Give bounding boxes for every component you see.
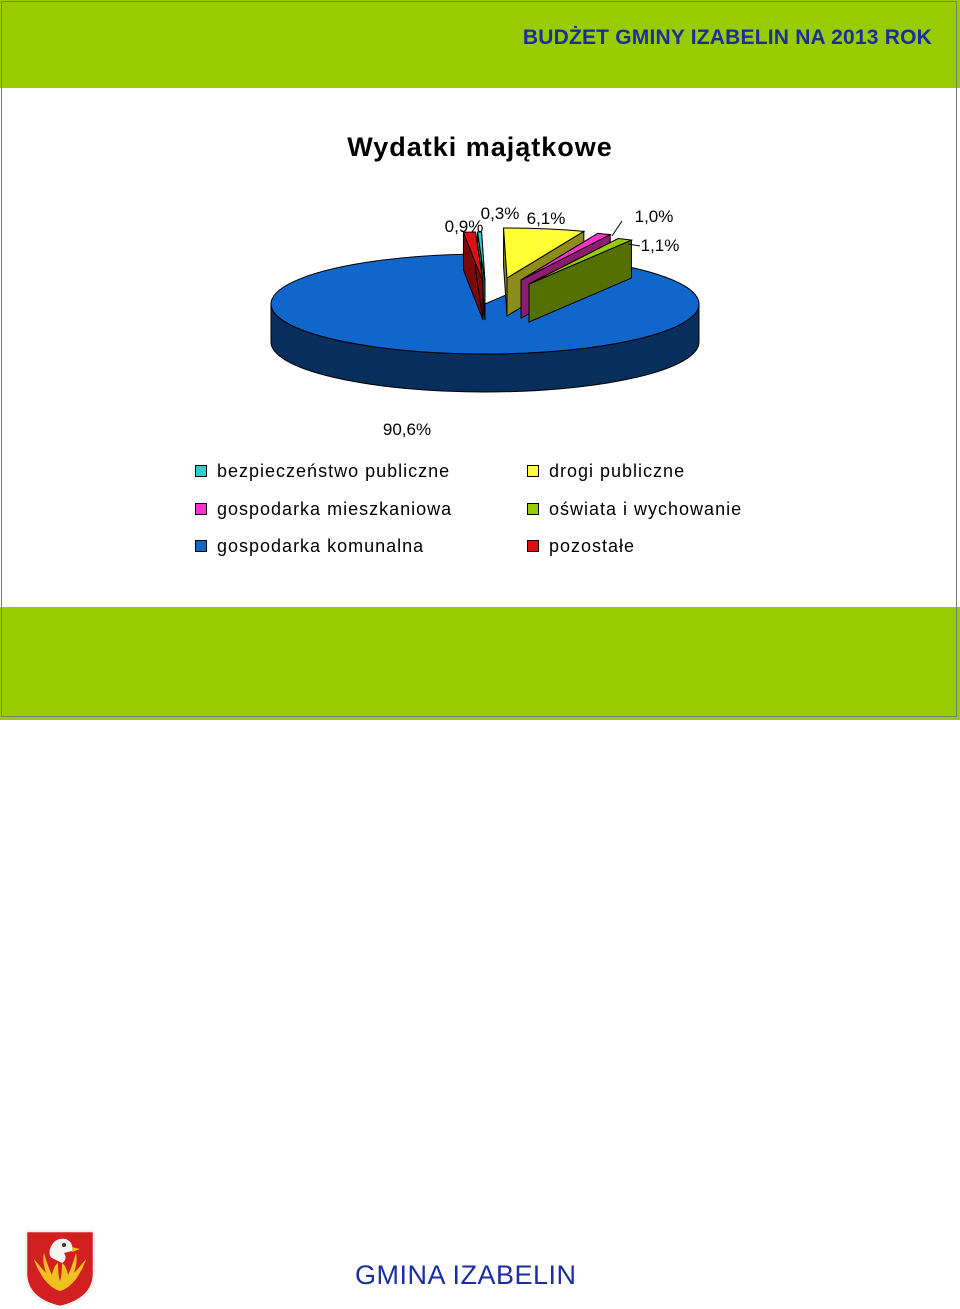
legend-item: bezpieczeństwo publiczne	[195, 460, 450, 482]
pie-chart: 0,3% 6,1% 1,0% 1,1% 90,6% 0,9%	[270, 204, 700, 439]
legend-label: gospodarka komunalna	[217, 535, 425, 556]
footer-band: GMINA IZABELIN	[0, 607, 960, 1309]
header-title: BUDŻET GMINY IZABELIN NA 2013 ROK	[522, 26, 932, 49]
legend-item: drogi publiczne	[527, 460, 685, 482]
legend-label: gospodarka mieszkaniowa	[217, 498, 453, 519]
pie-data-label: 0,3%	[481, 204, 520, 223]
pie-leader-line	[627, 243, 641, 247]
pie-data-label: 90,6%	[383, 420, 431, 439]
pie-slice	[462, 231, 484, 321]
legend-swatch	[527, 540, 539, 552]
legend-swatch	[195, 540, 207, 552]
pie-data-label: 1,1%	[641, 236, 680, 255]
chart-title: Wydatki majątkowe	[347, 132, 613, 162]
legend-label: bezpieczeństwo publiczne	[217, 460, 451, 481]
pie-data-label: 0,9%	[445, 217, 484, 236]
pie-slice-top	[520, 232, 612, 281]
pie-leader-line	[611, 220, 623, 237]
legend-swatch	[195, 465, 207, 477]
footer-title: GMINA IZABELIN	[355, 1260, 577, 1290]
pie-slice-top	[528, 238, 634, 285]
legend-item: oświata i wychowanie	[527, 498, 742, 520]
legend-swatch	[195, 503, 207, 515]
legend-label: oświata i wychowanie	[549, 498, 743, 519]
pie-data-label: 6,1%	[527, 209, 566, 228]
pie-slice	[528, 237, 634, 323]
pie-data-label: 1,0%	[635, 207, 674, 226]
legend-label: pozostałe	[549, 535, 636, 556]
legend-item: gospodarka komunalna	[195, 535, 424, 557]
pie-slice-top	[503, 227, 586, 279]
coat-of-arms-icon	[24, 1229, 96, 1309]
header-band: BUDŻET GMINY IZABELIN NA 2013 ROK	[0, 0, 960, 88]
legend-item: pozostałe	[527, 535, 635, 557]
pie-slice-top	[462, 231, 484, 283]
chart-area: 0,3% 6,1% 1,0% 1,1% 90,6% 0,9% Wydatki majątk…	[0, 88, 960, 607]
legend-label: drogi publiczne	[549, 460, 686, 481]
pie-slice-top	[476, 231, 486, 283]
legend-swatch	[527, 465, 539, 477]
legend-swatch	[527, 503, 539, 515]
legend-item: gospodarka mieszkaniowa	[195, 498, 452, 520]
